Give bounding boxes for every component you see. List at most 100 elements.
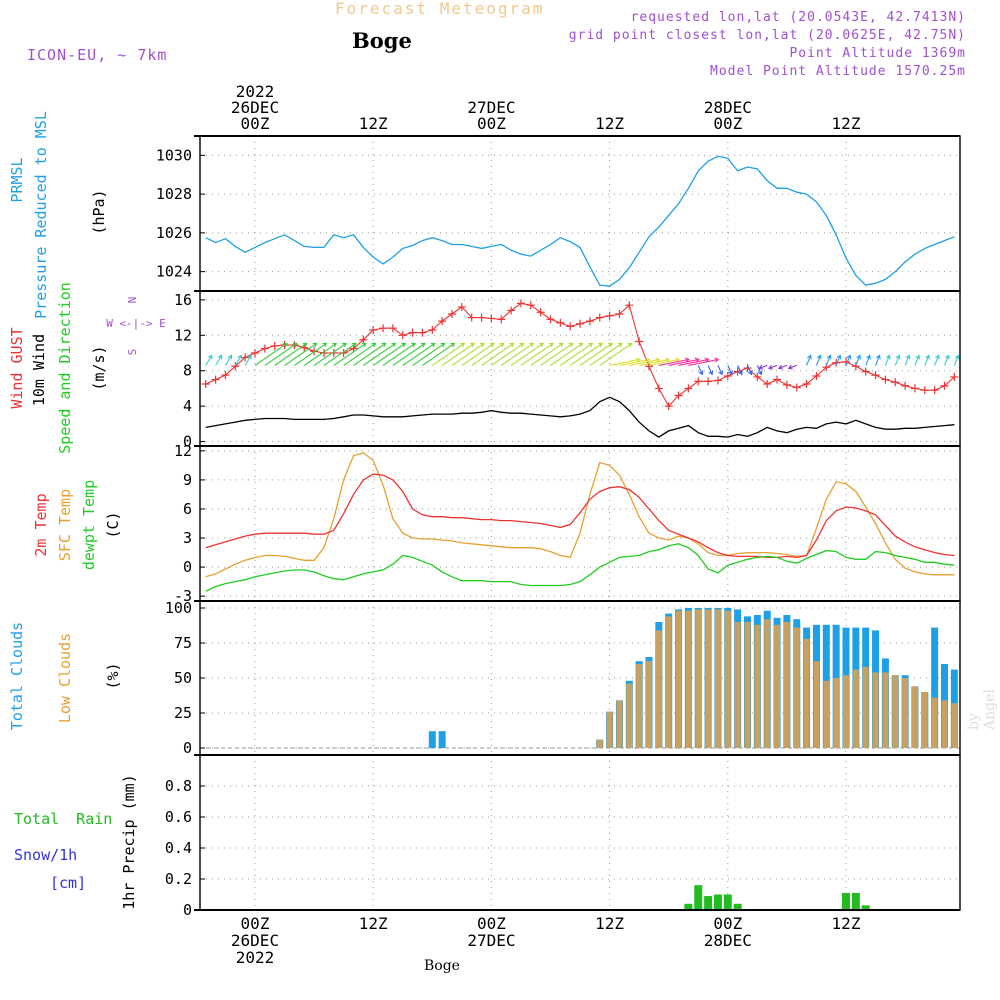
wind-arrow (778, 364, 788, 369)
wind-arrow (382, 342, 416, 366)
rain-bar (851, 892, 860, 910)
gust-point (684, 384, 693, 393)
wind-arrow-head (247, 354, 252, 360)
wind-arrow (768, 364, 778, 369)
wind-arrow (510, 342, 544, 366)
wind-arrow-head (665, 357, 671, 363)
wind-arrow-head (617, 342, 623, 348)
wind-arrow-head (509, 342, 515, 348)
wind-arrow-head (568, 342, 574, 348)
wind-arrow (579, 342, 613, 366)
wind-arrow (914, 355, 920, 366)
gust-point (516, 299, 525, 308)
wind-arrow-head (836, 354, 842, 360)
gust-point (566, 322, 575, 331)
wind-arrow-head (694, 357, 700, 363)
low-cloud-bar (843, 675, 849, 748)
wind-arrow (569, 342, 603, 366)
model-altitude: Model Point Altitude 1570.25m (710, 64, 966, 79)
wind-arrow-head (479, 342, 485, 348)
wind-arrow-head (925, 354, 930, 360)
wind-arrow (294, 342, 327, 366)
gust-point (487, 314, 496, 323)
wind-arrow (353, 342, 386, 366)
wind-arrow (639, 358, 670, 366)
wind-arrow-head (430, 342, 436, 348)
wind-arrow (934, 355, 940, 366)
wind-arrow (943, 355, 950, 366)
y-tick-label: -3 (174, 587, 192, 605)
wind-arrow (412, 342, 445, 366)
wind-arrow (589, 342, 623, 366)
gust-point (369, 325, 378, 334)
total-cloud-bar (931, 627, 939, 748)
low-cloud-bar (833, 678, 840, 748)
wind-arrow (303, 342, 337, 366)
gust-point (704, 377, 713, 386)
low-cloud-bar (803, 638, 810, 748)
wind-arrow (815, 355, 821, 366)
wind-arrow-head (489, 342, 495, 348)
wind-arrow (884, 355, 890, 366)
cloud-bars (428, 608, 958, 748)
wind-arrow-head (954, 354, 960, 360)
wind-gust-label: Wind GUST (8, 327, 26, 408)
gust-point (221, 371, 230, 380)
wind-arrow (875, 355, 881, 366)
wind-arrow-head (237, 354, 242, 360)
wind-arrow (520, 342, 554, 366)
gust-point (438, 317, 447, 326)
gust-point (713, 376, 722, 385)
top-time-label: 12Z (832, 114, 861, 133)
gust-point (723, 372, 732, 381)
wind-arrow-head (539, 342, 544, 348)
top-time-label: 12Z (359, 114, 388, 133)
low-cloud-bar (685, 610, 692, 748)
gust-point (260, 344, 269, 353)
gust-point (773, 375, 782, 384)
requested-coords: requested lon,lat (20.0543E, 42.7413N) (630, 10, 966, 25)
series-prmsl-line (205, 155, 955, 287)
wind-arrow (904, 355, 910, 366)
wind-arrow (491, 342, 524, 366)
wind-arrow (894, 355, 900, 366)
gust-point (891, 378, 900, 387)
wind-arrow-head (558, 342, 564, 348)
gust-point (408, 328, 417, 337)
y-tick-label: 0.4 (165, 839, 192, 857)
low-cloud-bar (754, 624, 761, 748)
wind-arrow-head (312, 342, 318, 348)
wind-arrow-head (718, 370, 723, 376)
wind-arrow-head (655, 357, 661, 363)
wind-arrow-head (391, 342, 397, 348)
bottom-time-label: 00Z (713, 914, 742, 933)
wind-arrow-head (738, 370, 743, 376)
model-label: ICON-EU, ~ 7km (27, 46, 168, 64)
wind-arrow-head (371, 342, 377, 348)
wind-arrow (402, 342, 436, 366)
wind-arrow-head (332, 342, 338, 348)
wind-arrow (678, 358, 709, 366)
wind-arrow-head (846, 354, 852, 360)
gust-point (329, 349, 338, 357)
gust-point (635, 337, 644, 346)
wind-arrow (461, 342, 495, 366)
y-tick-label: 1030 (156, 146, 192, 164)
gust-point (251, 349, 259, 357)
gust-point (270, 341, 279, 350)
low-cloud-bar (646, 661, 652, 748)
wind-arrow-head (351, 342, 357, 348)
gust-point (319, 349, 328, 357)
gust-point (418, 328, 427, 337)
low-cloud-bar (606, 711, 613, 748)
total-rain-label: Total Rain (14, 810, 112, 828)
wind-arrow (441, 342, 475, 366)
wind-arrow-head (548, 342, 554, 348)
gust-point (467, 313, 476, 322)
wind-arrow (244, 355, 252, 366)
gust-point (940, 381, 949, 390)
wind-arrow (422, 342, 455, 366)
wind-arrow (333, 342, 367, 366)
wind-arrow-head (684, 357, 690, 363)
